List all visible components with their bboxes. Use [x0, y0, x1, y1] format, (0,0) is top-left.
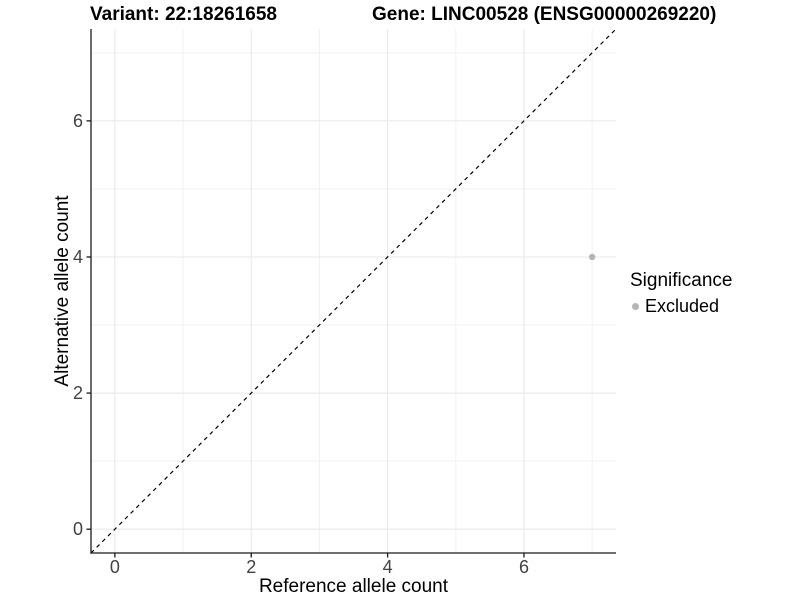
- x-tick-label: 0: [110, 557, 120, 577]
- x-axis-title: Reference allele count: [258, 576, 449, 597]
- identity-line: [90, 28, 617, 554]
- legend-item-excluded: Excluded: [630, 296, 732, 317]
- y-axis-title: Alternative allele count: [52, 195, 73, 387]
- legend-title: Significance: [630, 270, 733, 291]
- data-point: [588, 253, 596, 261]
- y-tick-label: 0: [73, 519, 83, 539]
- legend-item-label: Excluded: [645, 296, 720, 316]
- x-tick-label: 6: [519, 557, 529, 577]
- x-tick-label: 4: [383, 557, 393, 577]
- legend: Significance Excluded: [630, 270, 732, 317]
- legend-point-swatch: [632, 303, 639, 310]
- y-tick-label: 4: [73, 247, 83, 267]
- plot-title-gene: Gene: LINC00528 (ENSG00000269220): [372, 4, 717, 25]
- y-tick-label: 6: [73, 111, 83, 131]
- y-tick-label: 2: [73, 383, 83, 403]
- x-tick-label: 2: [246, 557, 256, 577]
- plot-title-variant: Variant: 22:18261658: [90, 4, 277, 25]
